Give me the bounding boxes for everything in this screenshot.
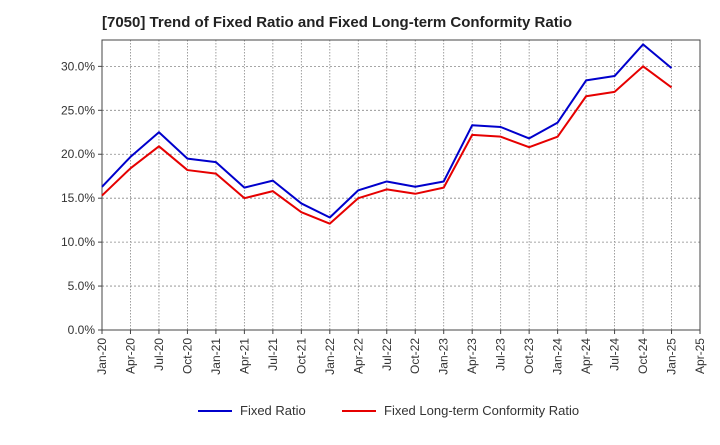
- x-tick-label: Oct-22: [408, 338, 422, 374]
- x-tick-label: Jan-24: [551, 338, 565, 375]
- y-tick-label: 25.0%: [61, 103, 95, 117]
- x-tick-label: Apr-23: [465, 338, 479, 374]
- x-tick-label: Jan-25: [665, 338, 679, 375]
- x-tick-label: Apr-24: [579, 338, 593, 374]
- x-tick-label: Jul-24: [608, 338, 622, 371]
- legend-label-1: Fixed Ratio: [240, 403, 306, 418]
- x-tick-label: Jan-21: [209, 338, 223, 375]
- series-line-1: [101, 43, 673, 219]
- y-tick-label: 0.0%: [68, 323, 96, 337]
- y-tick-label: 30.0%: [61, 59, 95, 73]
- x-tick-label: Apr-20: [123, 338, 137, 374]
- x-tick-label: Jan-23: [437, 338, 451, 375]
- legend-label-2: Fixed Long-term Conformity Ratio: [384, 403, 579, 418]
- x-tick-label: Oct-20: [180, 338, 194, 374]
- x-tick-label: Oct-21: [294, 338, 308, 374]
- x-tick-label: Apr-21: [237, 338, 251, 374]
- x-tick-label: Jan-22: [323, 338, 337, 375]
- y-tick-label: 5.0%: [68, 279, 96, 293]
- x-tick-label: Oct-23: [522, 338, 536, 374]
- chart-title: [7050] Trend of Fixed Ratio and Fixed Lo…: [102, 14, 573, 31]
- x-tick-label: Apr-25: [693, 338, 707, 374]
- x-tick-label: Oct-24: [636, 338, 650, 374]
- x-tick-label: Jul-21: [266, 338, 280, 371]
- y-tick-label: 15.0%: [61, 191, 95, 205]
- x-tick-label: Jul-23: [494, 338, 508, 371]
- y-tick-label: 20.0%: [61, 147, 95, 161]
- y-tick-label: 10.0%: [61, 235, 95, 249]
- x-tick-label: Jul-20: [152, 338, 166, 371]
- plot-frame: [101, 39, 701, 331]
- x-tick-label: Apr-22: [351, 338, 365, 374]
- series-line-2: [101, 65, 673, 225]
- x-tick-label: Jan-20: [95, 338, 109, 375]
- x-tick-label: Jul-22: [380, 338, 394, 371]
